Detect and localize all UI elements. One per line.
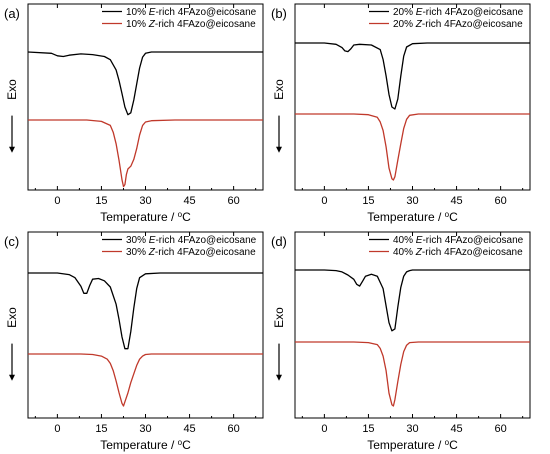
x-tick-label: 0 — [54, 195, 60, 207]
x-tick-label: 60 — [495, 423, 507, 435]
panel-d: 0 15 30 45 60 Temperature / oC Exo (d) 40% E-ric… — [271, 231, 531, 453]
x-tick-label: 60 — [228, 195, 240, 207]
y-axis-label: Exo — [272, 79, 286, 100]
x-tick-label: 30 — [139, 423, 151, 435]
exo-arrow-head — [276, 374, 282, 381]
x-tick-label: 15 — [95, 195, 107, 207]
panel-a: 0 15 30 45 60 Temperature / oC Exo (a) 10% E-ric… — [4, 3, 264, 225]
exo-arrow-head — [276, 146, 282, 153]
x-tick-label: 60 — [495, 195, 507, 207]
panel-b: 0 15 30 45 60 Temperature / oC Exo (b) 20% E-ric… — [271, 3, 531, 225]
legend-label-2: 40% Z-rich 4FAzo@eicosane — [393, 247, 523, 258]
x-tick-label: 30 — [139, 195, 151, 207]
series-line-2 — [28, 353, 263, 407]
legend-label-1: 20% E-rich 4FAzo@eicosane — [393, 7, 524, 18]
x-tick-label: 30 — [406, 195, 418, 207]
series-line-2 — [295, 341, 530, 407]
series-line-1 — [27, 51, 263, 116]
plot-frame — [27, 3, 264, 191]
series-line-1 — [28, 272, 263, 350]
x-tick-label: 0 — [321, 195, 327, 207]
exo-arrow-head — [9, 146, 15, 153]
x-tick-label: 45 — [450, 423, 462, 435]
panel-label: (b) — [271, 6, 287, 21]
x-axis-label: Temperature / oC — [100, 210, 191, 225]
legend-label-1: 40% E-rich 4FAzo@eicosane — [393, 235, 524, 246]
series-line-2 — [295, 113, 530, 181]
legend-label-2: 30% Z-rich 4FAzo@eicosane — [126, 247, 256, 258]
x-axis-label: Temperature / oC — [100, 438, 191, 453]
series-line-2 — [28, 119, 263, 188]
y-axis-label: Exo — [5, 307, 19, 328]
x-tick-label: 15 — [362, 195, 374, 207]
plot-frame — [294, 3, 531, 191]
plot-frame — [27, 231, 264, 419]
x-tick-label: 30 — [406, 423, 418, 435]
legend-label-2: 20% Z-rich 4FAzo@eicosane — [393, 19, 523, 30]
x-tick-label: 45 — [183, 423, 195, 435]
x-tick-label: 0 — [54, 423, 60, 435]
panel-label: (d) — [271, 234, 287, 249]
y-axis-label: Exo — [5, 79, 19, 100]
legend-label-1: 30% E-rich 4FAzo@eicosane — [126, 235, 257, 246]
panel-label: (c) — [4, 234, 19, 249]
series-line-1 — [295, 42, 530, 110]
x-tick-label: 0 — [321, 423, 327, 435]
panel-label: (a) — [4, 6, 20, 21]
legend-label-1: 10% E-rich 4FAzo@eicosane — [126, 7, 257, 18]
x-tick-label: 45 — [450, 195, 462, 207]
legend-label-2: 10% Z-rich 4FAzo@eicosane — [126, 19, 256, 30]
panel-c: 0 15 30 45 60 Temperature / oC Exo (c) 30% E-ric… — [4, 231, 264, 453]
x-axis-label: Temperature / oC — [367, 210, 458, 225]
y-axis-label: Exo — [272, 307, 286, 328]
exo-arrow-head — [9, 374, 15, 381]
x-tick-label: 15 — [95, 423, 107, 435]
plot-frame — [294, 231, 531, 419]
x-tick-label: 15 — [362, 423, 374, 435]
series-line-1 — [295, 269, 530, 332]
x-tick-label: 45 — [183, 195, 195, 207]
x-tick-label: 60 — [228, 423, 240, 435]
x-axis-label: Temperature / oC — [367, 438, 458, 453]
